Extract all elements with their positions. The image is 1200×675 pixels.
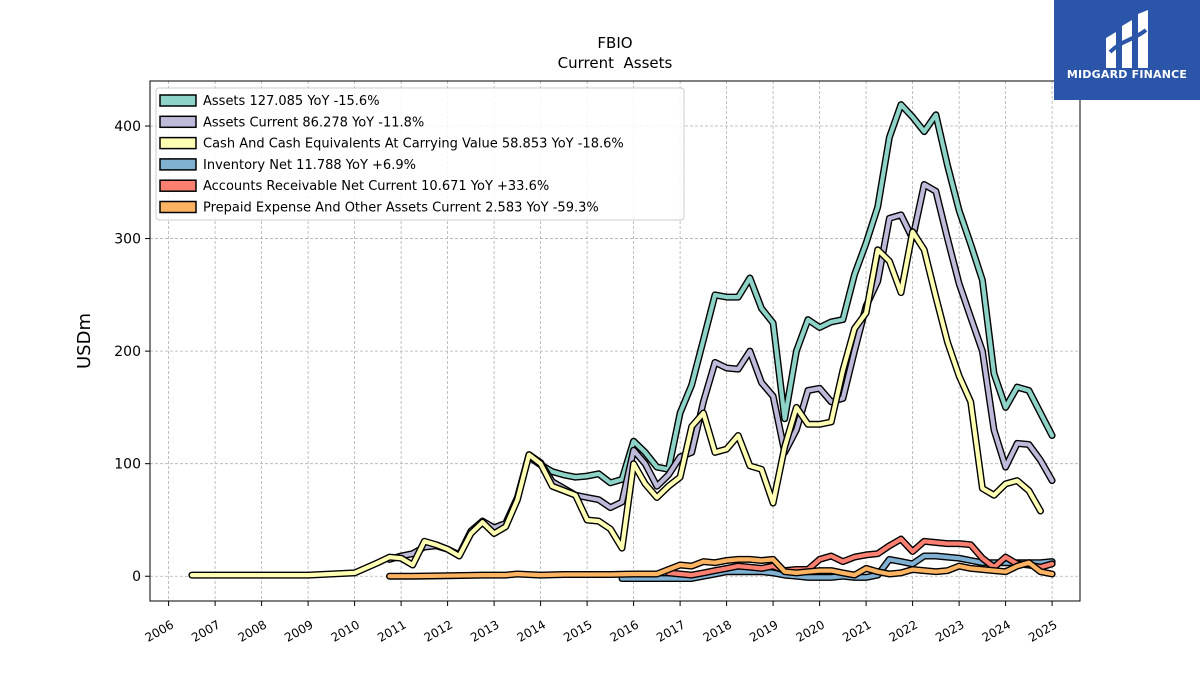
- x-tick-label: 2025: [1026, 617, 1059, 644]
- x-tick-label: 2022: [887, 617, 920, 644]
- series-line-1: [387, 182, 1055, 562]
- y-tick-label: 200: [114, 344, 141, 360]
- series-line-4: [666, 537, 1055, 578]
- legend-swatch: [159, 136, 197, 150]
- legend-label: Assets Current 86.278 YoY -11.8%: [203, 115, 424, 130]
- x-tick-label: 2009: [282, 617, 315, 644]
- x-tick-label: 2016: [608, 617, 641, 644]
- legend-swatch: [159, 94, 197, 107]
- legend-label: Accounts Receivable Net Current 10.671 Y…: [203, 179, 549, 194]
- legend-swatch: [159, 115, 197, 129]
- x-tick-label: 2012: [422, 617, 455, 644]
- x-tick-label: 2021: [840, 617, 873, 644]
- x-tick-label: 2010: [329, 617, 362, 644]
- x-tick-label: 2014: [515, 617, 548, 644]
- chart-title: FBIO: [597, 34, 632, 52]
- brand-name: MIDGARD FINANCE: [1066, 68, 1188, 81]
- series-layer: [188, 101, 1056, 582]
- series-line-5: [387, 557, 1055, 579]
- x-tick-label: 2018: [701, 617, 734, 644]
- series-line-2: [189, 229, 1043, 578]
- plot-border: [149, 80, 1081, 602]
- legend-swatch: [159, 179, 197, 192]
- y-tick-label: 100: [114, 457, 141, 473]
- legend-swatch: [159, 158, 197, 171]
- legend-swatch: [159, 200, 197, 214]
- x-tick-label: 2006: [143, 617, 176, 644]
- chart-subtitle: Current Assets: [558, 54, 673, 72]
- x-tick-label: 2020: [794, 617, 827, 644]
- legend-label: Assets 127.085 YoY -15.6%: [203, 94, 380, 109]
- x-tick-label: 2015: [561, 617, 594, 644]
- x-tick-label: 2023: [933, 617, 966, 644]
- x-tick-label: 2024: [980, 617, 1013, 644]
- x-tick-label: 2019: [747, 617, 780, 644]
- legend: Assets 127.085 YoY -15.6% Assets Current …: [155, 87, 685, 221]
- y-tick-label: 400: [114, 119, 141, 135]
- legend-label: Cash And Cash Equivalents At Carrying Va…: [203, 137, 624, 152]
- series-line-0: [526, 102, 1055, 485]
- brand-logo: MIDGARD FINANCE: [1054, 0, 1200, 100]
- x-tick-label: 2017: [654, 617, 687, 644]
- x-tick-label: 2007: [189, 617, 222, 644]
- logo-mark-icon: [1106, 10, 1148, 68]
- legend-label: Prepaid Expense And Other Assets Current…: [203, 201, 599, 216]
- y-tick-label: 0: [132, 569, 141, 585]
- x-tick-label: 2008: [236, 617, 269, 644]
- x-tick-label: 2013: [468, 617, 501, 644]
- y-tick-label: 300: [114, 232, 141, 248]
- legend-box: [155, 87, 685, 221]
- x-tick-label: 2011: [375, 617, 408, 644]
- legend-label: Inventory Net 11.788 YoY +6.9%: [203, 158, 416, 173]
- y-axis-label: USDm: [74, 313, 95, 369]
